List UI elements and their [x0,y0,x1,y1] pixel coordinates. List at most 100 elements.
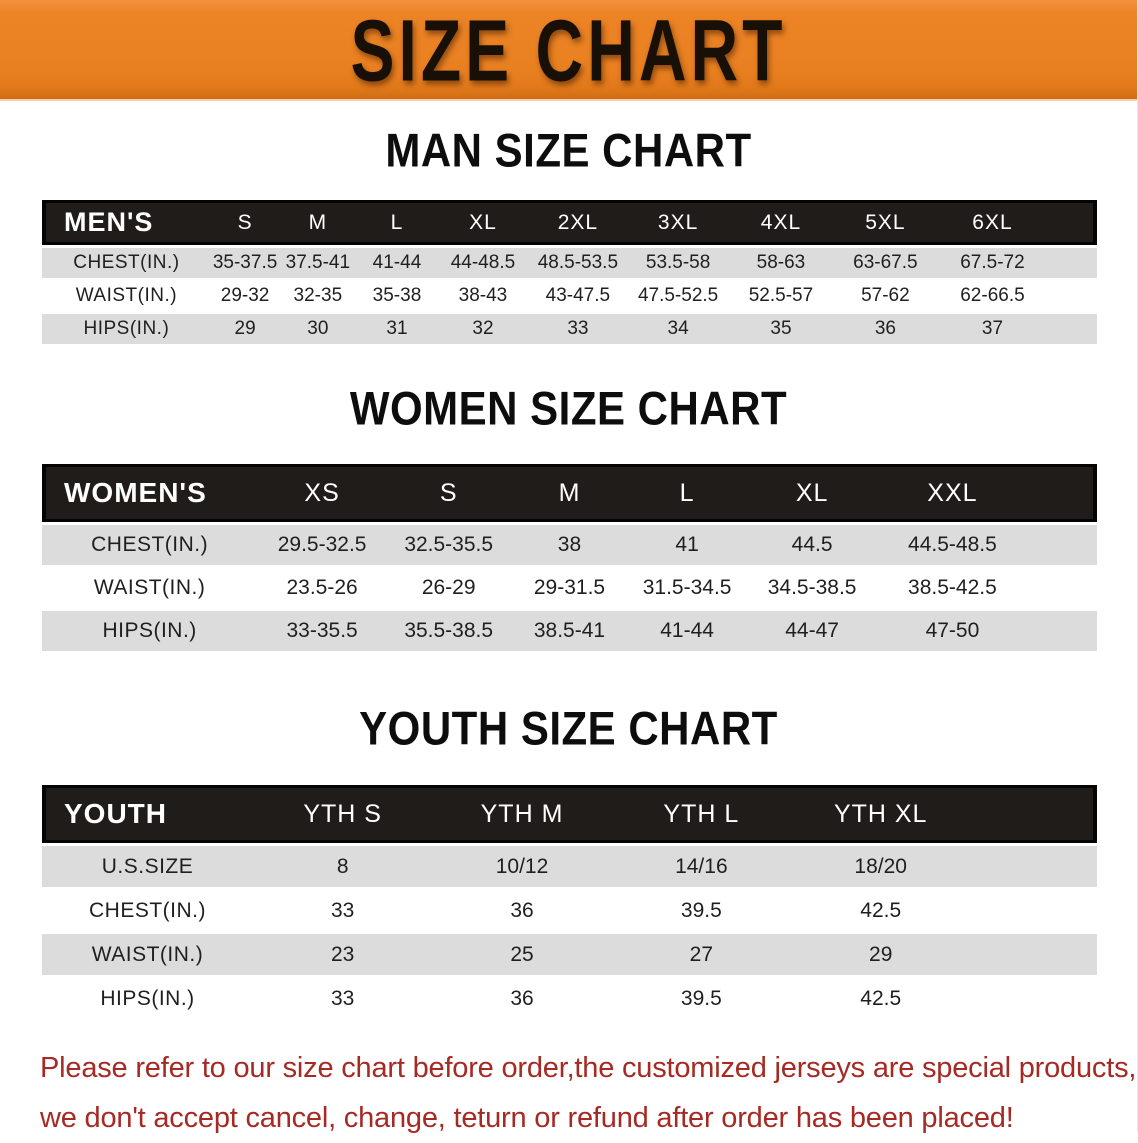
size-column-header: S [386,464,511,522]
table-row: WAIST(IN.) 29-32 32-35 35-38 38-43 43-47.5 47.… [42,281,1097,311]
table-row: CHEST(IN.) 35-37.5 37.5-41 41-44 44-48.5 48.5… [42,248,1097,278]
header-filler-cell [970,785,1097,843]
table-cell: 43-47.5 [528,281,628,311]
table-cell: 38 [510,525,629,565]
section-heading-youth: YOUTH SIZE CHART [359,702,778,755]
table-cell: 33 [253,978,433,1019]
table-cell: 32 [437,314,529,344]
table-cell: 38.5-41 [510,611,629,651]
table-cell: 30 [279,314,357,344]
row-filler-cell [1026,568,1097,608]
banner-title: SIZE CHART [350,0,787,99]
size-column-header: L [356,200,438,245]
table-row: U.S.SIZE 8 10/12 14/16 18/20 [42,846,1097,887]
table-header-row: WOMEN'S XS S M L XL XXL [42,464,1097,522]
table-cell: 44.5-48.5 [878,525,1027,565]
table-cell: 63-67.5 [833,248,938,278]
row-filler-cell [970,934,1097,975]
footer-line-1: Please refer to our size chart before or… [40,1052,1137,1084]
size-chart-banner: SIZE CHART [0,0,1137,101]
row-label: HIPS(IN.) [42,978,253,1019]
table-cell: 42.5 [791,890,971,931]
table-cell: 41-44 [628,611,746,651]
table-cell: 31.5-34.5 [628,568,746,608]
row-label: CHEST(IN.) [42,525,258,565]
table-row: HIPS(IN.) 33-35.5 35.5-38.5 38.5-41 41-44 44-… [42,611,1097,651]
table-cell: 27 [611,934,792,975]
table-cell: 62-66.5 [937,281,1048,311]
table-cell: 33 [253,890,433,931]
table-cell: 29-31.5 [510,568,629,608]
row-label: HIPS(IN.) [42,314,211,344]
size-column-header: 2XL [528,200,628,245]
table-corner-label: YOUTH [42,785,253,843]
row-filler-cell [1026,611,1097,651]
table-cell: 29.5-32.5 [257,525,387,565]
table-cell: 37 [937,314,1048,344]
table-cell: 8 [253,846,433,887]
row-filler-cell [1047,314,1097,344]
size-column-header: XS [257,464,387,522]
table-cell: 52.5-57 [728,281,834,311]
row-filler-cell [970,846,1097,887]
table-cell: 34 [627,314,729,344]
table-corner-label: MEN'S [42,200,211,245]
size-column-header: S [210,200,280,245]
youth-size-table: YOUTH YTH S YTH M YTH L YTH XL U.S.SIZE 8 10/12… [42,782,1097,1022]
table-cell: 48.5-53.5 [528,248,628,278]
size-column-header: YTH S [253,785,433,843]
table-cell: 25 [432,934,612,975]
table-cell: 36 [432,978,612,1019]
row-label: WAIST(IN.) [42,934,253,975]
table-cell: 41-44 [356,248,438,278]
size-column-header: XL [437,200,529,245]
table-header-row: YOUTH YTH S YTH M YTH L YTH XL [42,785,1097,843]
table-cell: 42.5 [791,978,971,1019]
size-column-header: L [628,464,746,522]
header-filler-cell [1047,200,1097,245]
table-corner-label: WOMEN'S [42,464,258,522]
size-column-header: XL [745,464,879,522]
row-label: CHEST(IN.) [42,890,253,931]
size-column-header: YTH M [432,785,612,843]
table-cell: 35 [728,314,834,344]
youth-size-section: YOUTH SIZE CHART YOUTH YTH S YTH M YTH L YTH… [0,702,1137,1022]
table-cell: 39.5 [611,890,792,931]
table-row: CHEST(IN.) 29.5-32.5 32.5-35.5 38 41 44.5 44.5… [42,525,1097,565]
table-cell: 44-48.5 [437,248,529,278]
men-size-table: MEN'S S M L XL 2XL 3XL 4XL 5XL 6XL CHEST(IN.) 35-37… [42,197,1097,347]
table-row: WAIST(IN.) 23.5-26 26-29 29-31.5 31.5-34.5 34… [42,568,1097,608]
size-column-header: 5XL [833,200,938,245]
table-cell: 38.5-42.5 [878,568,1027,608]
table-header-row: MEN'S S M L XL 2XL 3XL 4XL 5XL 6XL [42,200,1097,245]
table-cell: 29 [791,934,971,975]
footer-line-2: we don't accept cancel, change, teturn o… [40,1102,1014,1134]
size-column-header: 4XL [728,200,834,245]
table-cell: 35-38 [356,281,438,311]
table-cell: 23.5-26 [257,568,387,608]
table-cell: 18/20 [791,846,971,887]
table-cell: 32-35 [279,281,357,311]
table-cell: 58-63 [728,248,834,278]
row-filler-cell [1047,248,1097,278]
size-column-header: YTH XL [791,785,971,843]
table-cell: 36 [432,890,612,931]
table-cell: 33-35.5 [257,611,387,651]
row-label: HIPS(IN.) [42,611,258,651]
table-cell: 36 [833,314,938,344]
table-row: CHEST(IN.) 33 36 39.5 42.5 [42,890,1097,931]
row-filler-cell [970,978,1097,1019]
table-cell: 44-47 [745,611,879,651]
size-column-header: XXL [878,464,1027,522]
table-cell: 57-62 [833,281,938,311]
table-row: HIPS(IN.) 33 36 39.5 42.5 [42,978,1097,1019]
row-label: U.S.SIZE [42,846,253,887]
row-label: WAIST(IN.) [42,281,211,311]
women-size-section: WOMEN SIZE CHART WOMEN'S XS S M L XL XXL CHEST(… [0,382,1137,654]
man-size-section: MAN SIZE CHART MEN'S S M L XL 2XL 3XL 4XL 5XL 6XL… [0,124,1137,347]
table-cell: 67.5-72 [937,248,1048,278]
table-cell: 44.5 [745,525,879,565]
table-cell: 35-37.5 [210,248,280,278]
table-cell: 26-29 [386,568,511,608]
table-cell: 10/12 [432,846,612,887]
